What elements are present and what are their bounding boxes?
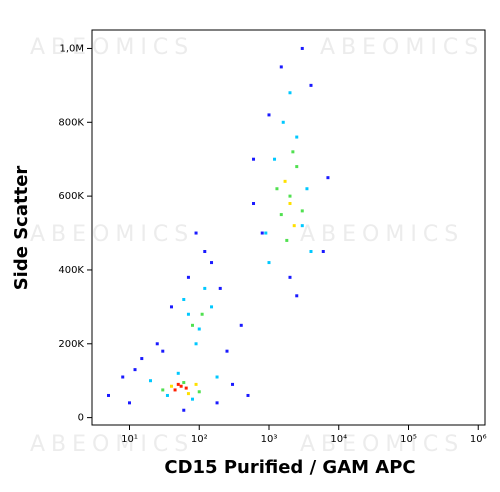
data-point xyxy=(267,113,271,117)
data-point xyxy=(288,202,292,206)
data-point xyxy=(288,91,292,95)
data-point xyxy=(260,231,264,235)
y-tick-label: 0 xyxy=(78,413,84,424)
data-point xyxy=(218,286,222,290)
data-point xyxy=(252,202,256,206)
x-tick-label: 10³ xyxy=(261,434,278,445)
data-point xyxy=(295,135,299,139)
data-point xyxy=(300,209,304,213)
watermark: ABEOMICS xyxy=(30,432,194,457)
x-axis-title: CD15 Purified / GAM APC xyxy=(164,457,415,478)
data-point xyxy=(184,386,188,390)
x-tick-label: 10⁵ xyxy=(400,434,417,445)
watermark: ABEOMICS xyxy=(300,222,464,247)
data-point xyxy=(190,323,194,327)
data-point xyxy=(194,342,198,346)
data-point xyxy=(186,392,190,396)
data-point xyxy=(190,397,194,401)
data-point xyxy=(176,382,180,386)
data-point xyxy=(300,224,304,228)
data-point xyxy=(133,368,137,372)
data-point xyxy=(279,213,283,217)
watermark: ABEOMICS xyxy=(30,35,194,60)
data-point xyxy=(197,327,201,331)
data-point xyxy=(246,393,250,397)
y-tick-label: 800K xyxy=(58,117,84,128)
data-point xyxy=(275,187,279,191)
data-point xyxy=(169,384,173,388)
data-point xyxy=(326,176,330,180)
data-point xyxy=(285,238,289,242)
data-point xyxy=(161,349,165,353)
data-point xyxy=(295,165,299,169)
data-point xyxy=(288,194,292,198)
data-point xyxy=(309,249,313,253)
data-point xyxy=(148,379,152,383)
data-point xyxy=(267,261,271,265)
data-point xyxy=(194,382,198,386)
data-point xyxy=(194,231,198,235)
data-point xyxy=(127,401,131,405)
data-point xyxy=(215,375,219,379)
data-point xyxy=(321,249,325,253)
x-tick-label: 10² xyxy=(191,434,208,445)
watermark: ABEOMICS xyxy=(30,222,194,247)
data-point xyxy=(309,83,313,87)
data-point xyxy=(264,231,268,235)
watermark: ABEOMICS xyxy=(300,432,464,457)
data-point xyxy=(210,261,214,265)
data-point xyxy=(179,384,183,388)
data-point xyxy=(165,393,169,397)
x-tick-label: 10⁶ xyxy=(470,434,487,445)
data-point xyxy=(292,224,296,228)
data-point xyxy=(173,388,177,392)
watermark: ABEOMICS xyxy=(320,35,484,60)
data-point xyxy=(273,157,277,161)
data-point xyxy=(169,305,173,309)
data-point xyxy=(239,323,243,327)
plot-frame xyxy=(91,29,486,426)
data-point xyxy=(203,286,207,290)
data-point xyxy=(225,349,229,353)
data-point xyxy=(288,275,292,279)
y-tick-label: 1,0M xyxy=(59,43,84,54)
data-point xyxy=(295,294,299,298)
data-point xyxy=(182,408,186,412)
data-point xyxy=(252,157,256,161)
x-tick-label: 10⁴ xyxy=(330,434,347,445)
y-tick-label: 400K xyxy=(58,265,84,276)
data-point xyxy=(197,390,201,394)
data-point xyxy=(155,342,159,346)
data-point xyxy=(186,275,190,279)
data-point xyxy=(176,371,180,375)
data-point xyxy=(281,120,285,124)
data-point xyxy=(279,65,283,69)
data-point xyxy=(182,297,186,301)
data-point xyxy=(231,382,235,386)
data-point xyxy=(300,46,304,50)
data-point xyxy=(121,375,125,379)
data-point xyxy=(283,179,287,183)
data-point xyxy=(305,187,309,191)
data-point xyxy=(107,393,111,397)
y-axis-title: Side Scatter xyxy=(11,166,32,291)
data-point xyxy=(291,150,295,154)
data-point xyxy=(186,312,190,316)
y-tick-label: 200K xyxy=(58,339,84,350)
data-point xyxy=(200,312,204,316)
data-point xyxy=(161,388,165,392)
x-tick-label: 10¹ xyxy=(121,434,138,445)
data-point xyxy=(140,357,144,361)
data-point xyxy=(215,401,219,405)
data-point xyxy=(182,381,186,385)
y-tick-label: 600K xyxy=(58,191,84,202)
data-point xyxy=(203,249,207,253)
data-point xyxy=(210,305,214,309)
